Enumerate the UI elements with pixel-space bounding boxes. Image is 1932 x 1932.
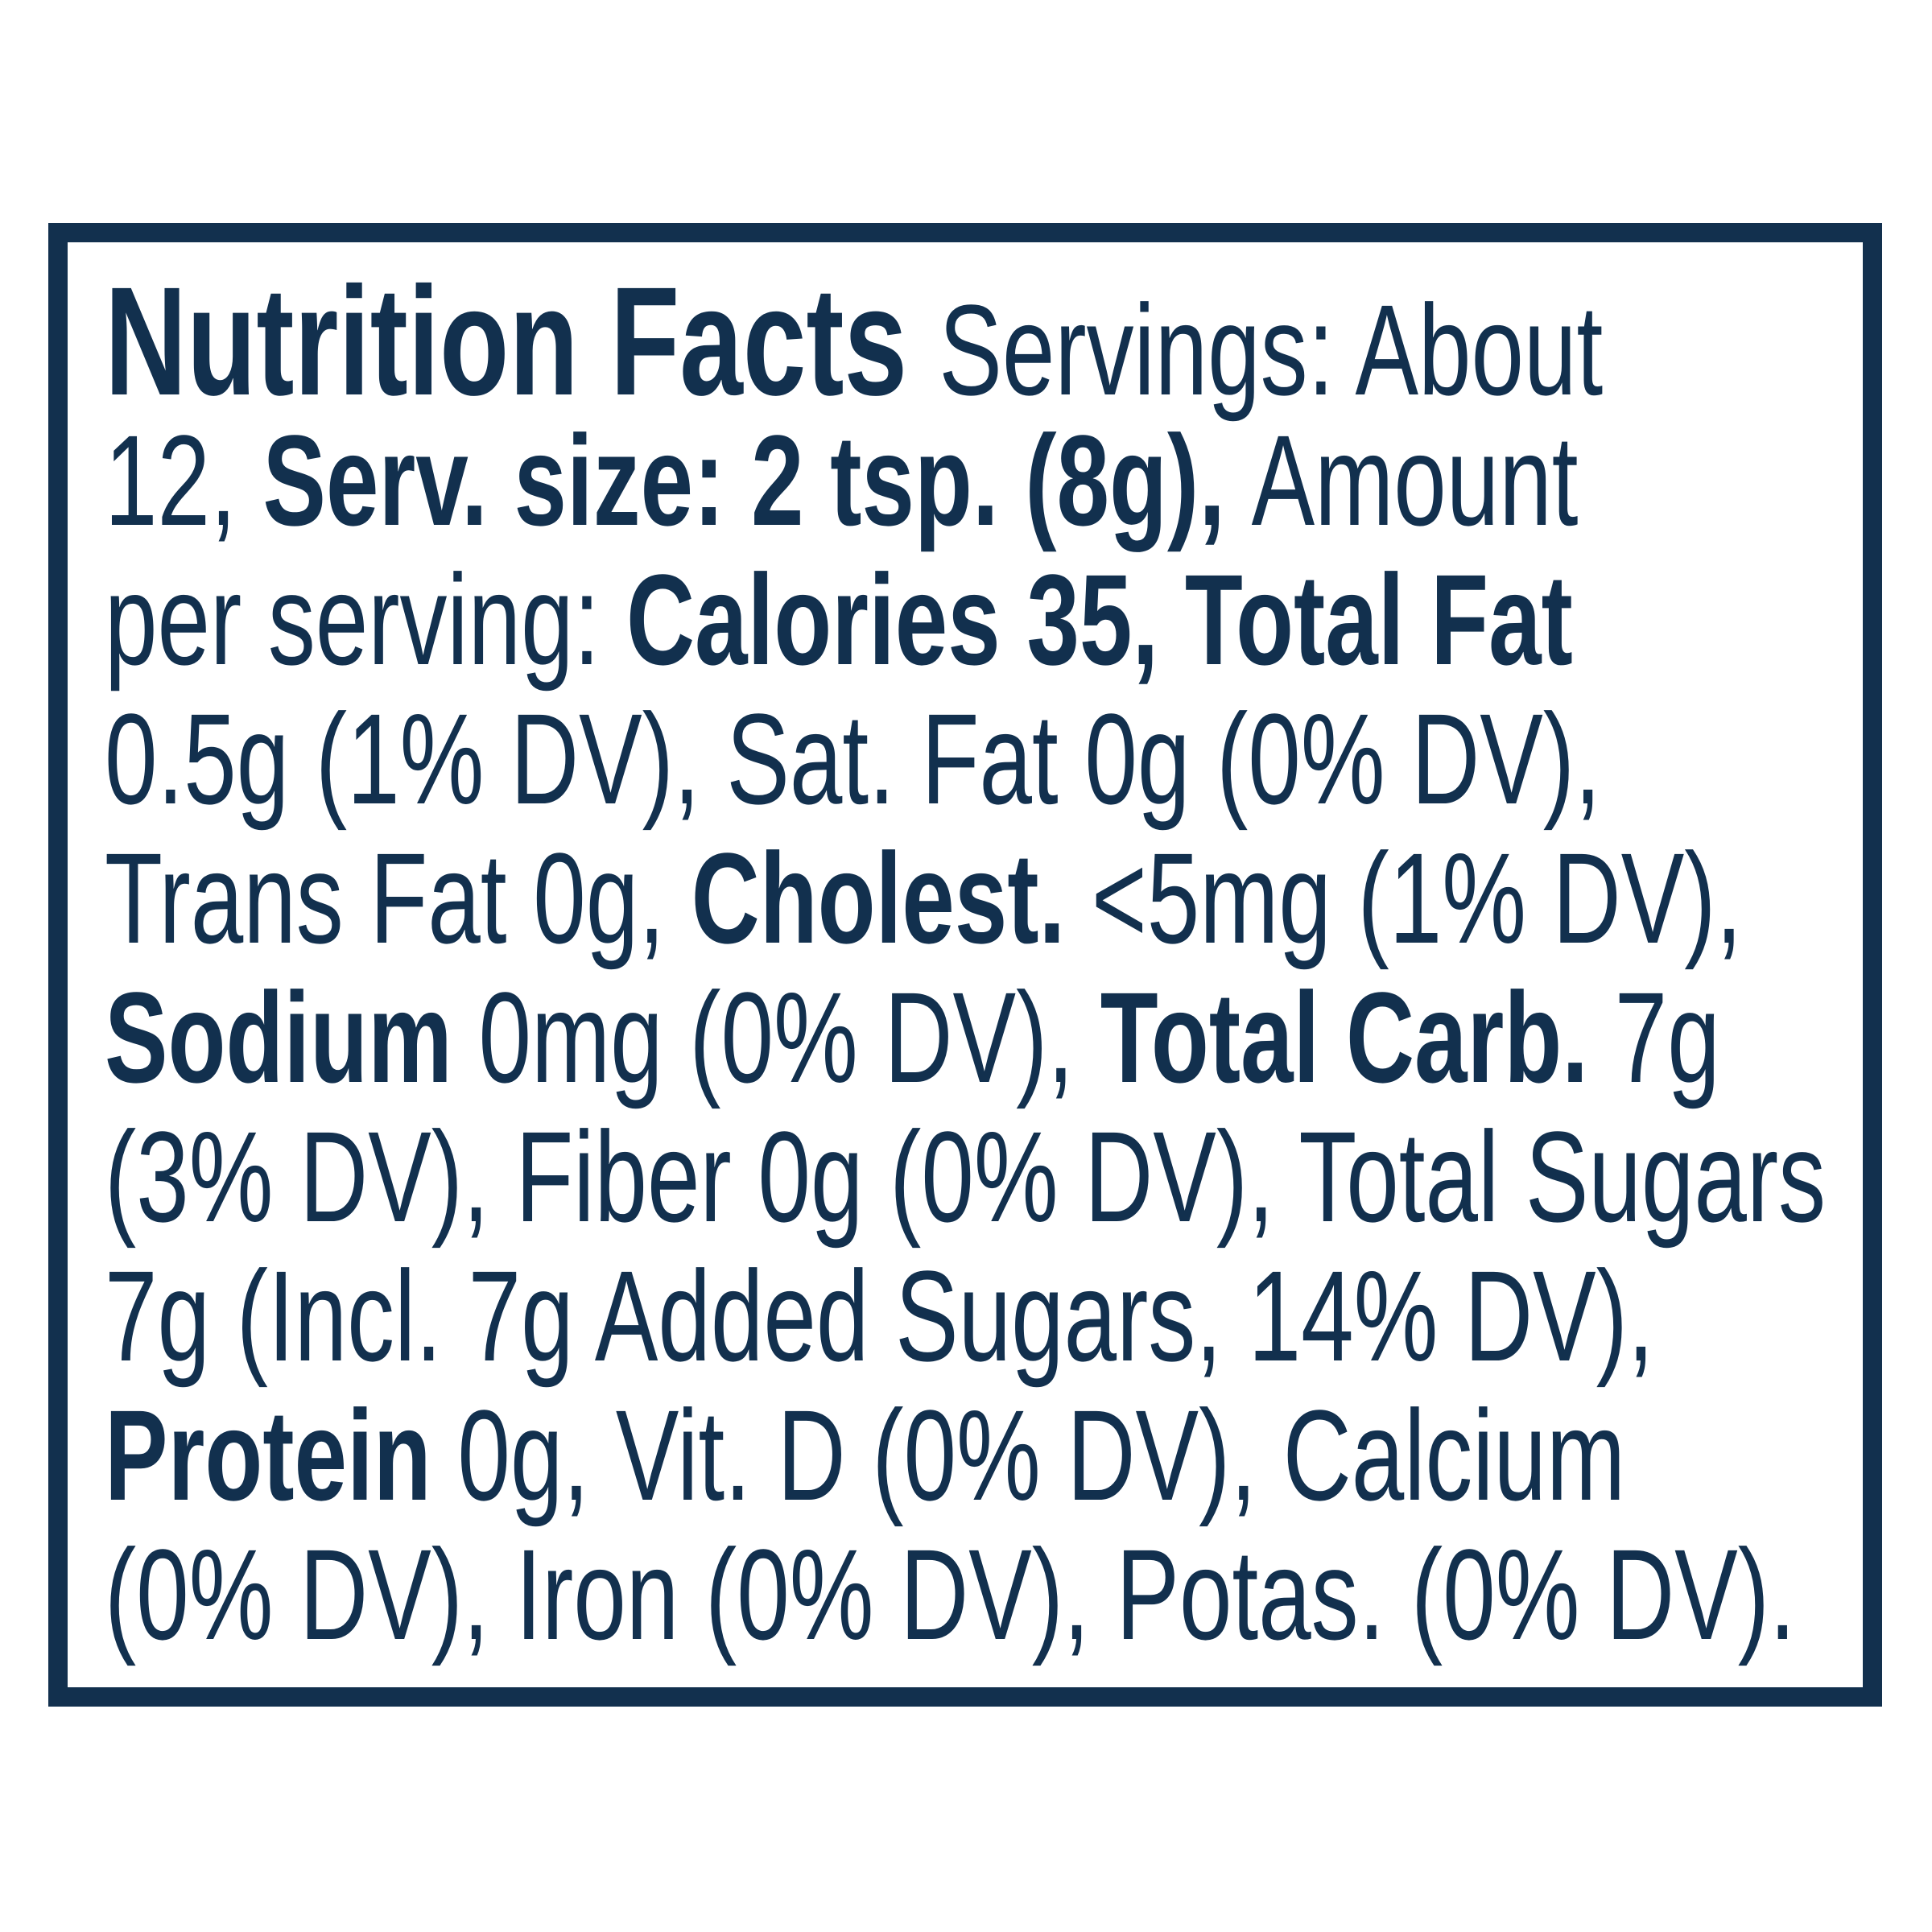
calcium-iron-potassium-values: (0% DV), Iron (0% DV), Potas. (0% DV). — [105, 1522, 1796, 1666]
protein-vitd-calcium-values: 0g, Vit. D (0% DV), Calcium — [457, 1383, 1626, 1527]
cholesterol-label: Cholest. — [691, 826, 1092, 970]
per-serving-label: per serving: — [105, 547, 626, 691]
label-line-10: (0% DV), Iron (0% DV), Potas. (0% DV). — [105, 1525, 1796, 1664]
nutrition-facts-label: Nutrition Facts Servings: About 12, Serv… — [48, 223, 1882, 1707]
carb-dv-fiber-sugars-text: (3% DV), Fiber 0g (0% DV), Total Sugars — [105, 1104, 1826, 1249]
added-sugars-text: 7g (Incl. 7g Added Sugars, 14% DV), — [105, 1244, 1654, 1388]
trans-fat-text: Trans Fat 0g, — [105, 826, 691, 970]
cholesterol-values: <5mg (1% DV), — [1091, 826, 1743, 970]
serving-size-text: Serv. size: 2 tsp. (8g), — [262, 408, 1252, 552]
label-line-9: Protein 0g, Vit. D (0% DV), Calcium — [105, 1385, 1625, 1525]
amount-word: Amount — [1251, 408, 1579, 552]
label-line-6: Sodium 0mg (0% DV), Total Carb. 7g — [105, 968, 1720, 1107]
protein-label: Protein — [105, 1383, 458, 1527]
label-line-3: per serving: Calories 35, Total Fat — [105, 550, 1573, 689]
servings-label: Servings: About — [939, 278, 1604, 422]
total-fat-sat-fat-values: 0.5g (1% DV), Sat. Fat 0g (0% DV), — [105, 687, 1601, 831]
nutrition-facts-title: Nutrition Facts — [105, 254, 939, 427]
sodium-label: Sodium — [105, 965, 479, 1109]
label-line-5: Trans Fat 0g, Cholest. <5mg (1% DV), — [105, 828, 1742, 968]
label-line-2: 12, Serv. size: 2 tsp. (8g), Amount — [105, 411, 1578, 550]
total-carb-label: Total Carb. — [1100, 965, 1615, 1109]
calories-total-fat-text: Calories 35, Total Fat — [625, 547, 1573, 691]
label-line-7: (3% DV), Fiber 0g (0% DV), Total Sugars — [105, 1107, 1826, 1246]
label-line-4: 0.5g (1% DV), Sat. Fat 0g (0% DV), — [105, 689, 1601, 828]
label-text-area: Nutrition Facts Servings: About 12, Serv… — [105, 264, 1826, 1671]
servings-count: 12, — [105, 408, 263, 552]
label-line-8: 7g (Incl. 7g Added Sugars, 14% DV), — [105, 1246, 1654, 1385]
sodium-values: 0mg (0% DV), — [478, 965, 1100, 1109]
total-carb-value: 7g — [1614, 965, 1720, 1109]
label-line-1: Nutrition Facts Servings: About — [105, 264, 1603, 420]
